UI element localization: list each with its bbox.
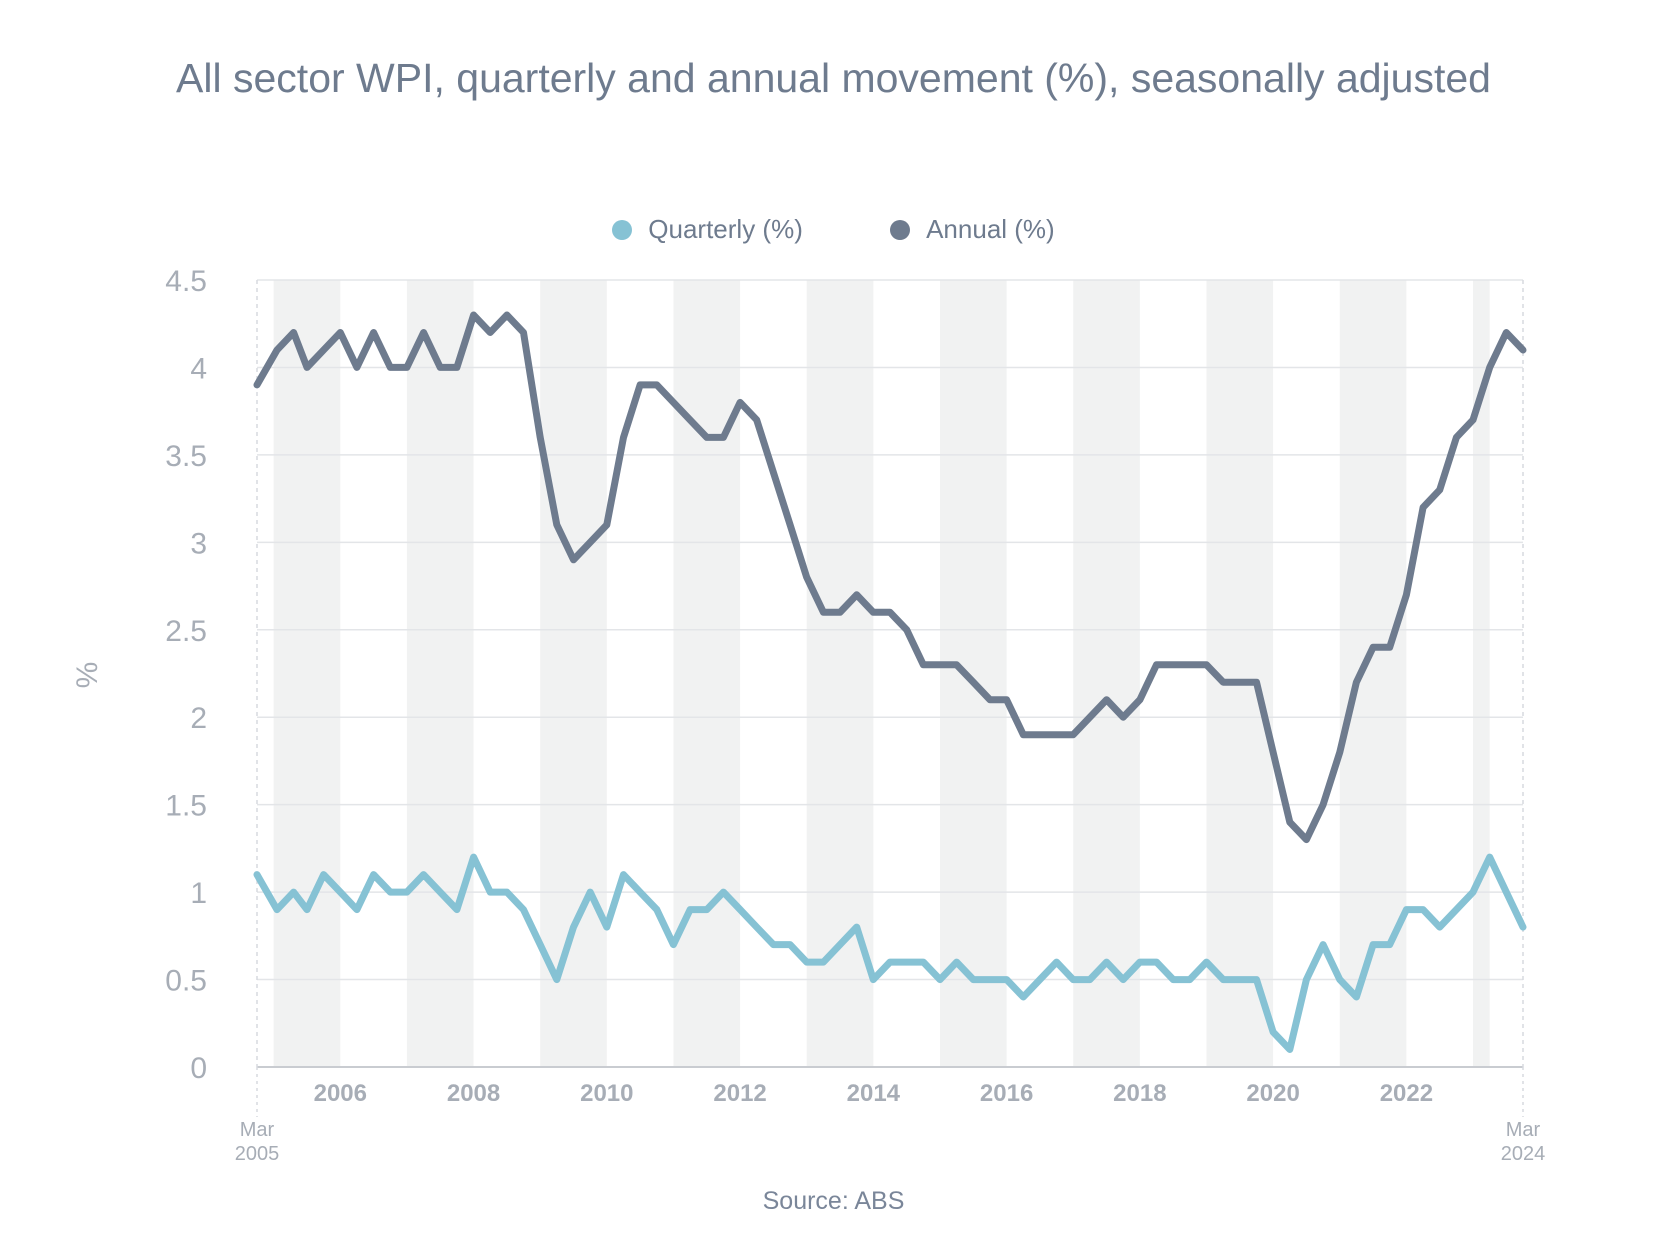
shaded-band xyxy=(540,280,607,1067)
y-tick-label: 2 xyxy=(190,702,207,735)
shaded-band xyxy=(406,280,474,1067)
x-tick-label: 2008 xyxy=(447,1080,500,1107)
chart-title: All sector WPI, quarterly and annual mov… xyxy=(176,55,1491,101)
shaded-band xyxy=(673,280,741,1067)
y-tick-label: 3.5 xyxy=(165,440,207,473)
x-axis-ticks: 2006 2008 2010 2012 2014 2016 2018 2020 2022 xyxy=(314,1080,1433,1107)
y-tick-label: 2.5 xyxy=(165,615,207,648)
x-tick-label: 2012 xyxy=(713,1080,766,1107)
legend-marker-quarterly xyxy=(612,220,633,240)
x-tick-label: 2020 xyxy=(1246,1080,1299,1107)
shaded-band xyxy=(273,280,341,1067)
source-note: Source: ABS xyxy=(762,1187,905,1215)
y-tick-label: 4.5 xyxy=(165,265,207,298)
legend-label-quarterly: Quarterly (%) xyxy=(648,214,803,244)
gridlines xyxy=(256,279,1524,1117)
legend-marker-annual xyxy=(890,220,911,240)
series-lines xyxy=(253,311,1527,1053)
y-axis-ticks: 0 0.5 1 1.5 2 2.5 3 3.5 4 4.5 xyxy=(165,265,207,1085)
legend-label-annual: Annual (%) xyxy=(926,214,1055,244)
x-tick-label: 2014 xyxy=(847,1080,901,1107)
x-start-month: Mar xyxy=(240,1119,275,1141)
y-tick-label: 0 xyxy=(190,1052,207,1085)
shaded-year-bands xyxy=(273,280,1490,1067)
y-tick-label: 0.5 xyxy=(165,965,207,998)
legend: Quarterly (%) Annual (%) xyxy=(0,214,1667,245)
y-tick-label: 3 xyxy=(190,527,207,560)
x-tick-label: 2016 xyxy=(980,1080,1033,1107)
x-start-year: 2005 xyxy=(235,1143,280,1165)
legend-item-quarterly[interactable]: Quarterly (%) xyxy=(612,214,803,245)
y-axis-label: % xyxy=(71,662,104,689)
y-tick-label: 1 xyxy=(190,877,207,910)
x-end-month: Mar xyxy=(1506,1119,1541,1141)
legend-item-annual[interactable]: Annual (%) xyxy=(890,214,1055,245)
shaded-band xyxy=(1073,280,1140,1067)
series-line-annual[interactable] xyxy=(253,311,1527,844)
x-tick-label: 2010 xyxy=(580,1080,633,1107)
series-line-quarterly[interactable] xyxy=(253,853,1527,1053)
x-tick-label: 2018 xyxy=(1113,1080,1166,1107)
shaded-band xyxy=(939,280,1007,1067)
x-end-year: 2024 xyxy=(1501,1143,1546,1165)
x-tick-label: 2006 xyxy=(314,1080,367,1107)
y-tick-label: 4 xyxy=(190,352,207,385)
y-tick-label: 1.5 xyxy=(165,790,207,823)
x-tick-label: 2022 xyxy=(1380,1080,1433,1107)
